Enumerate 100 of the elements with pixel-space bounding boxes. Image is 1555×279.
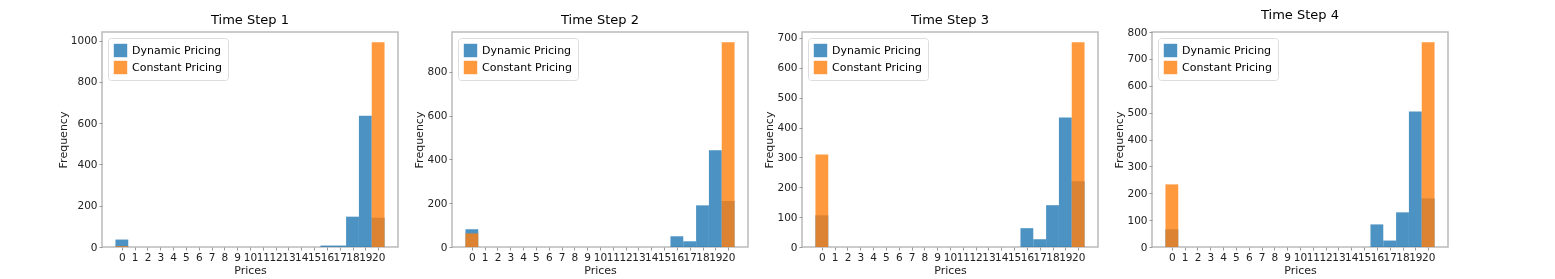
x-tick-label: 14 <box>1345 250 1359 263</box>
y-tick-label: 500 <box>1127 106 1148 119</box>
x-tick-label: 10 <box>1293 250 1308 263</box>
y-tick-label: 300 <box>1127 159 1148 172</box>
x-tick-label: 1 <box>131 250 139 263</box>
x-tick-label: 3 <box>507 250 515 263</box>
y-tick-label: 800 <box>427 65 448 78</box>
x-tick-label: 19 <box>359 250 373 263</box>
y-tick-label: 400 <box>77 157 98 170</box>
x-tick-label: 12 <box>969 250 983 263</box>
x-tick-label: 15 <box>307 250 322 263</box>
x-tick-label: 4 <box>1220 250 1228 263</box>
y-tick-label: 0 <box>440 240 448 253</box>
x-tick-label: 5 <box>533 250 540 263</box>
x-tick-label: 16 <box>670 250 685 263</box>
y-axis-title: Frequency <box>413 111 427 169</box>
x-axis-title: Prices <box>234 264 268 277</box>
legend-label: Constant Pricing <box>832 60 923 74</box>
x-tick-label: 0 <box>1169 250 1176 263</box>
x-tick-label: 14 <box>645 250 659 263</box>
x-tick-label: 11 <box>956 250 970 263</box>
y-tick-label: 500 <box>777 91 798 104</box>
chart-title: Time Step 4 <box>1260 7 1339 22</box>
x-tick-label: 8 <box>221 250 229 263</box>
y-tick-label: 0 <box>90 240 98 253</box>
y-tick-label: 800 <box>1127 25 1148 38</box>
x-tick-label: 10 <box>593 250 608 263</box>
x-tick-label: 12 <box>269 250 283 263</box>
x-tick-label: 11 <box>1306 250 1320 263</box>
x-tick-label: 4 <box>520 250 528 263</box>
x-tick-label: 12 <box>1319 250 1333 263</box>
y-tick-label: 200 <box>1127 186 1148 199</box>
chart-title: Time Step 1 <box>210 12 289 27</box>
x-tick-label: 15 <box>657 250 672 263</box>
x-tick-label: 0 <box>469 250 476 263</box>
x-tick-label: 16 <box>1370 250 1385 263</box>
x-tick-label: 5 <box>183 250 190 263</box>
legend-label: Dynamic Pricing <box>132 43 222 57</box>
y-tick-label: 0 <box>790 240 798 253</box>
x-tick-label: 8 <box>571 250 579 263</box>
x-tick-label: 20 <box>371 250 386 263</box>
x-tick-label: 20 <box>1421 250 1436 263</box>
x-tick-label: 18 <box>696 250 710 263</box>
x-tick-label: 1 <box>1181 250 1189 263</box>
x-tick-label: 18 <box>1396 250 1410 263</box>
x-tick-label: 6 <box>545 250 553 263</box>
x-tick-label: 13 <box>1332 250 1346 263</box>
x-tick-label: 0 <box>819 250 826 263</box>
y-tick-label: 800 <box>77 75 98 88</box>
x-tick-label: 19 <box>709 250 723 263</box>
y-tick-label: 400 <box>777 121 798 134</box>
legend-label: Constant Pricing <box>132 60 223 74</box>
chart-title: Time Step 2 <box>560 12 639 27</box>
x-tick-label: 19 <box>1059 250 1073 263</box>
y-tick-label: 600 <box>1127 79 1148 92</box>
x-tick-label: 16 <box>1020 250 1035 263</box>
x-tick-label: 3 <box>857 250 865 263</box>
x-tick-label: 17 <box>683 250 697 263</box>
x-tick-label: 4 <box>170 250 178 263</box>
x-tick-label: 13 <box>982 250 996 263</box>
x-tick-label: 9 <box>1284 250 1292 263</box>
x-tick-label: 3 <box>1207 250 1215 263</box>
legend-label: Dynamic Pricing <box>482 43 572 57</box>
chart-title: Time Step 3 <box>910 12 989 27</box>
y-tick-label: 600 <box>777 61 798 74</box>
y-axis-title: Frequency <box>1113 111 1127 169</box>
x-tick-label: 12 <box>619 250 633 263</box>
legend-label: Dynamic Pricing <box>832 43 922 57</box>
y-tick-label: 0 <box>1140 240 1148 253</box>
y-tick-label: 200 <box>777 180 798 193</box>
x-tick-label: 8 <box>1271 250 1279 263</box>
x-tick-label: 5 <box>1233 250 1240 263</box>
y-tick-label: 600 <box>427 109 448 121</box>
x-tick-label: 9 <box>584 250 592 263</box>
y-tick-label: 200 <box>77 199 98 212</box>
x-tick-label: 19 <box>1409 250 1423 263</box>
x-tick-label: 3 <box>157 250 165 263</box>
x-tick-label: 6 <box>895 250 903 263</box>
y-axis-title: Frequency <box>763 111 777 169</box>
x-tick-label: 10 <box>943 250 958 263</box>
x-tick-label: 14 <box>295 250 309 263</box>
x-tick-label: 2 <box>494 250 502 263</box>
y-tick-label: 400 <box>1127 133 1148 145</box>
legend-label: Dynamic Pricing <box>1182 43 1272 57</box>
y-tick-label: 600 <box>77 116 98 129</box>
x-tick-label: 11 <box>606 250 620 263</box>
x-tick-label: 2 <box>1194 250 1202 263</box>
x-tick-label: 11 <box>256 250 270 263</box>
x-tick-label: 8 <box>921 250 929 263</box>
y-tick-label: 1000 <box>70 34 98 47</box>
x-tick-label: 13 <box>632 250 646 263</box>
x-tick-label: 14 <box>995 250 1009 263</box>
x-tick-label: 13 <box>282 250 296 263</box>
x-tick-label: 9 <box>234 250 242 263</box>
x-tick-label: 5 <box>883 250 890 263</box>
x-tick-label: 7 <box>908 250 916 263</box>
legend-label: Constant Pricing <box>482 60 573 74</box>
y-tick-label: 400 <box>427 152 448 165</box>
x-tick-label: 18 <box>346 250 360 263</box>
y-tick-label: 700 <box>777 31 798 44</box>
